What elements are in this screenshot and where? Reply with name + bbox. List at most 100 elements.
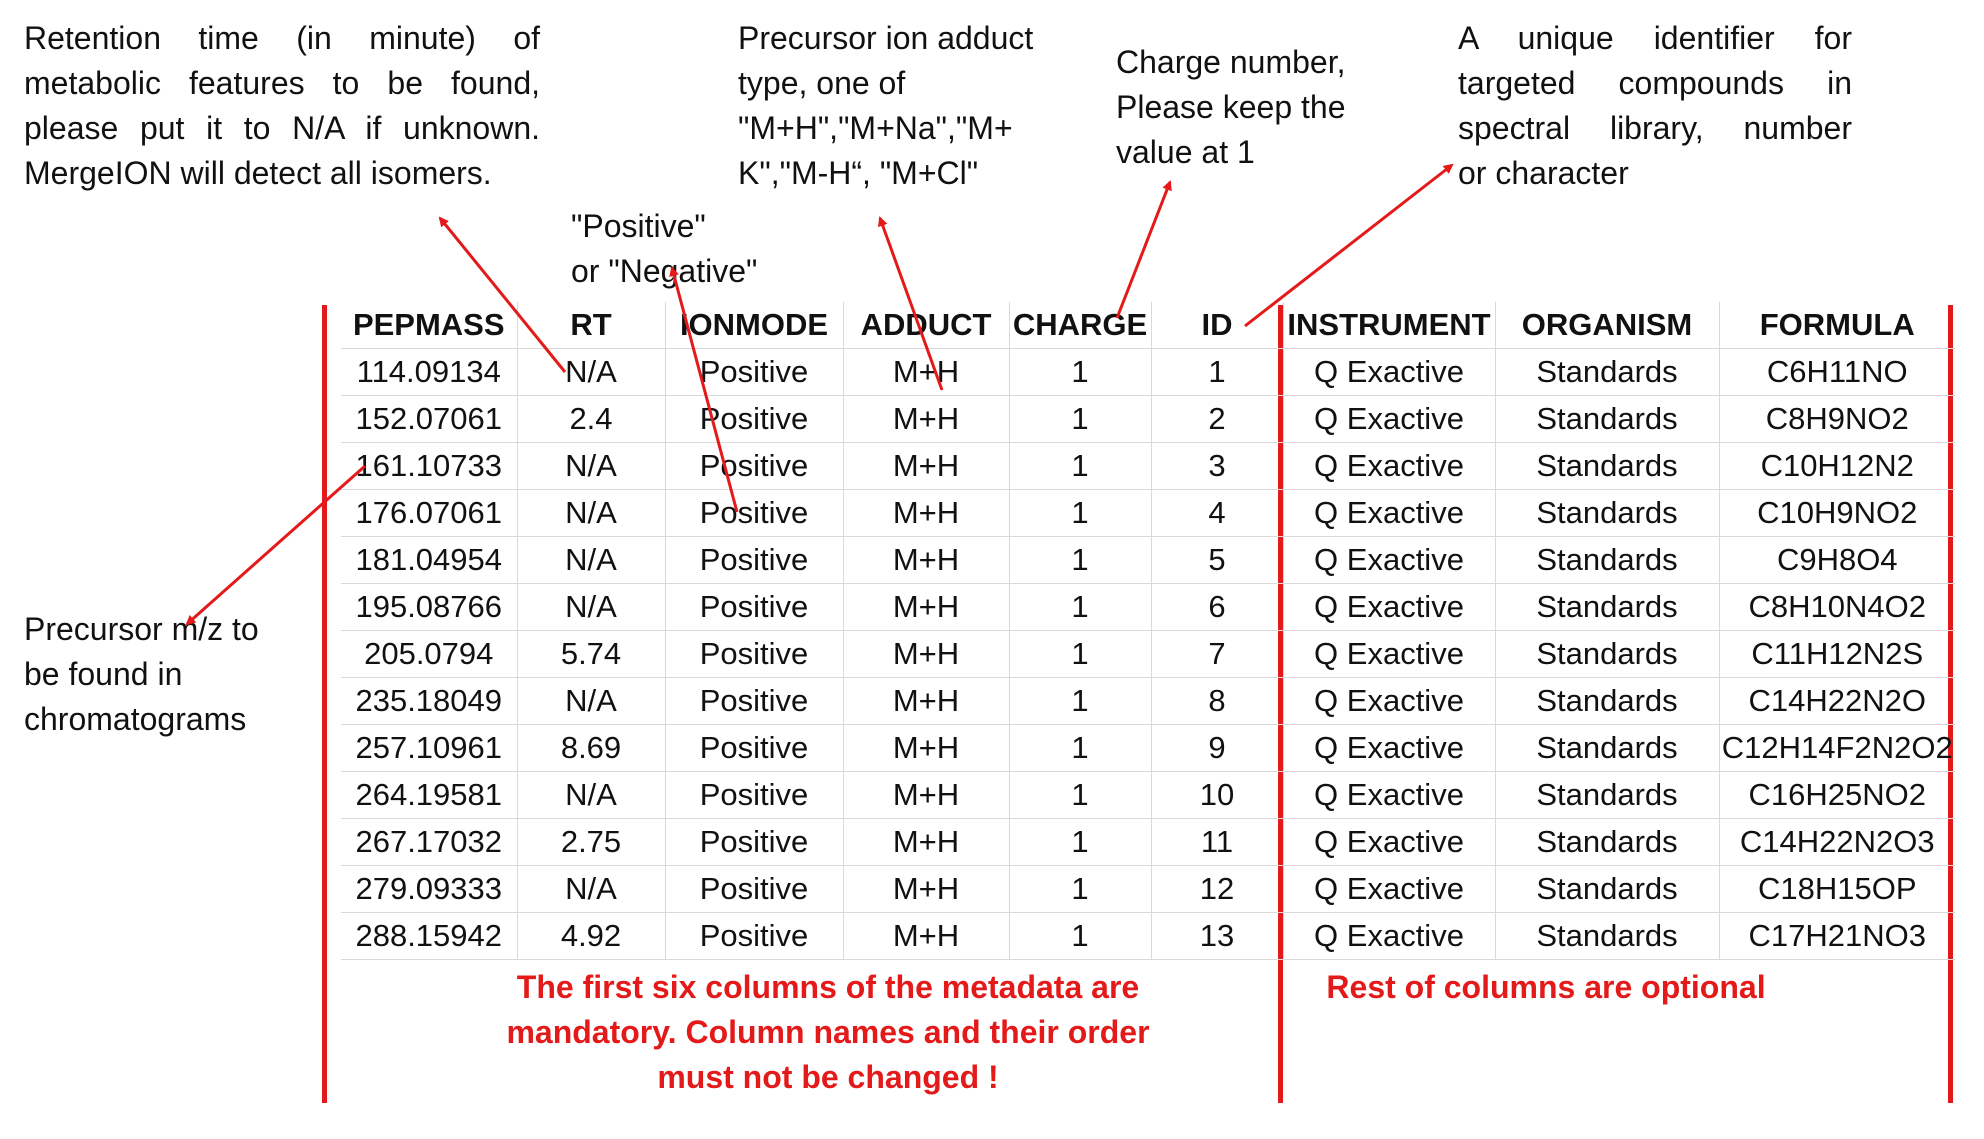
cell-ionmode: Positive <box>665 348 844 396</box>
cell-charge: 1 <box>1009 677 1152 725</box>
mz-annotation-line: be found in <box>24 656 183 692</box>
cell-formula: C12H14F2N2O2 <box>1719 724 1955 772</box>
column-header-pepmass: PEPMASS <box>341 302 518 349</box>
cell-instrument: Q Exactive <box>1283 865 1496 913</box>
cell-charge: 1 <box>1009 536 1152 584</box>
cell-id: 6 <box>1151 583 1284 631</box>
id-annotation-line: spectral library, number <box>1458 110 1852 146</box>
cell-ionmode: Positive <box>665 677 844 725</box>
cell-rt: N/A <box>517 677 666 725</box>
cell-instrument: Q Exactive <box>1283 818 1496 866</box>
cell-formula: C8H9NO2 <box>1719 395 1955 443</box>
cell-adduct: M+H <box>843 536 1010 584</box>
table-header-row: PEPMASS RT IONMODE ADDUCT CHARGE ID INSTRUMENT… <box>341 302 1955 349</box>
cell-id: 9 <box>1151 724 1284 772</box>
cell-ionmode: Positive <box>665 865 844 913</box>
cell-instrument: Q Exactive <box>1283 583 1496 631</box>
cell-instrument: Q Exactive <box>1283 442 1496 490</box>
cell-id: 1 <box>1151 348 1284 396</box>
cell-id: 8 <box>1151 677 1284 725</box>
cell-charge: 1 <box>1009 583 1152 631</box>
cell-id: 2 <box>1151 395 1284 443</box>
cell-ionmode: Positive <box>665 818 844 866</box>
table-row: 161.10733 N/A Positive M+H 1 3 Q Exactive Stand… <box>341 442 1955 490</box>
adduct-annotation-line: type, one of <box>738 65 906 101</box>
cell-charge: 1 <box>1009 724 1152 772</box>
table-row: 181.04954 N/A Positive M+H 1 5 Q Exactive Stand… <box>341 536 1955 584</box>
cell-adduct: M+H <box>843 395 1010 443</box>
column-header-id: ID <box>1151 302 1284 349</box>
cell-rt: N/A <box>517 442 666 490</box>
cell-adduct: M+H <box>843 912 1010 960</box>
ionmode-annotation-line: or "Negative" <box>571 253 758 289</box>
mz-annotation: Precursor m/z to be found in chromatogra… <box>24 607 294 742</box>
cell-organism: Standards <box>1495 865 1720 913</box>
cell-charge: 1 <box>1009 865 1152 913</box>
column-header-organism: ORGANISM <box>1495 302 1720 349</box>
cell-adduct: M+H <box>843 630 1010 678</box>
charge-annotation: Charge number, Please keep the value at … <box>1116 40 1370 175</box>
cell-id: 13 <box>1151 912 1284 960</box>
cell-formula: C8H10N4O2 <box>1719 583 1955 631</box>
cell-charge: 1 <box>1009 912 1152 960</box>
charge-annotation-line: Charge number, <box>1116 44 1346 80</box>
ionmode-annotation: "Positive" or "Negative" <box>571 204 811 294</box>
adduct-annotation-line: "M+H","M+Na","M+ <box>738 110 1013 146</box>
cell-ionmode: Positive <box>665 536 844 584</box>
optional-note-line: Rest of columns are optional <box>1326 969 1766 1005</box>
mz-annotation-line: chromatograms <box>24 701 247 737</box>
cell-rt: 8.69 <box>517 724 666 772</box>
cell-adduct: M+H <box>843 771 1010 819</box>
table-row: 176.07061 N/A Positive M+H 1 4 Q Exactive Stand… <box>341 489 1955 537</box>
cell-instrument: Q Exactive <box>1283 489 1496 537</box>
mz-arrow <box>185 464 366 626</box>
mandatory-left-divider <box>322 305 327 1103</box>
column-header-instrument: INSTRUMENT <box>1283 302 1496 349</box>
cell-organism: Standards <box>1495 818 1720 866</box>
column-header-rt: RT <box>517 302 666 349</box>
cell-instrument: Q Exactive <box>1283 677 1496 725</box>
cell-charge: 1 <box>1009 818 1152 866</box>
optional-columns-note: Rest of columns are optional <box>1290 965 1802 1010</box>
id-annotation: A unique identifier for targeted compoun… <box>1458 16 1852 196</box>
cell-pepmass: 195.08766 <box>341 583 518 631</box>
cell-rt: 2.75 <box>517 818 666 866</box>
mz-annotation-line: Precursor m/z to <box>24 611 259 647</box>
cell-pepmass: 114.09134 <box>341 348 518 396</box>
cell-instrument: Q Exactive <box>1283 724 1496 772</box>
charge-arrow <box>1115 180 1172 319</box>
cell-organism: Standards <box>1495 348 1720 396</box>
cell-formula: C16H25NO2 <box>1719 771 1955 819</box>
cell-formula: C14H22N2O <box>1719 677 1955 725</box>
cell-organism: Standards <box>1495 677 1720 725</box>
cell-organism: Standards <box>1495 912 1720 960</box>
cell-formula: C17H21NO3 <box>1719 912 1955 960</box>
cell-pepmass: 288.15942 <box>341 912 518 960</box>
table-row: 257.10961 8.69 Positive M+H 1 9 Q Exactive Stan… <box>341 724 1955 772</box>
cell-id: 5 <box>1151 536 1284 584</box>
cell-pepmass: 264.19581 <box>341 771 518 819</box>
cell-charge: 1 <box>1009 489 1152 537</box>
cell-instrument: Q Exactive <box>1283 348 1496 396</box>
cell-pepmass: 181.04954 <box>341 536 518 584</box>
cell-formula: C10H12N2 <box>1719 442 1955 490</box>
cell-instrument: Q Exactive <box>1283 630 1496 678</box>
cell-charge: 1 <box>1009 442 1152 490</box>
rt-annotation-line: MergeION will detect all isomers. <box>24 155 492 191</box>
table-row: 288.15942 4.92 Positive M+H 1 13 Q Exactive Sta… <box>341 912 1955 960</box>
cell-organism: Standards <box>1495 536 1720 584</box>
cell-pepmass: 161.10733 <box>341 442 518 490</box>
rt-annotation: Retention time (in minute) of metabolic … <box>24 16 540 196</box>
cell-formula: C9H8O4 <box>1719 536 1955 584</box>
cell-rt: N/A <box>517 865 666 913</box>
cell-formula: C6H11NO <box>1719 348 1955 396</box>
id-annotation-line: targeted compounds in <box>1458 65 1852 101</box>
cell-id: 11 <box>1151 818 1284 866</box>
cell-rt: N/A <box>517 536 666 584</box>
cell-organism: Standards <box>1495 442 1720 490</box>
column-header-ionmode: IONMODE <box>665 302 844 349</box>
adduct-annotation-line: K","M-H“, "M+Cl" <box>738 155 979 191</box>
cell-ionmode: Positive <box>665 489 844 537</box>
cell-id: 12 <box>1151 865 1284 913</box>
cell-rt: N/A <box>517 348 666 396</box>
